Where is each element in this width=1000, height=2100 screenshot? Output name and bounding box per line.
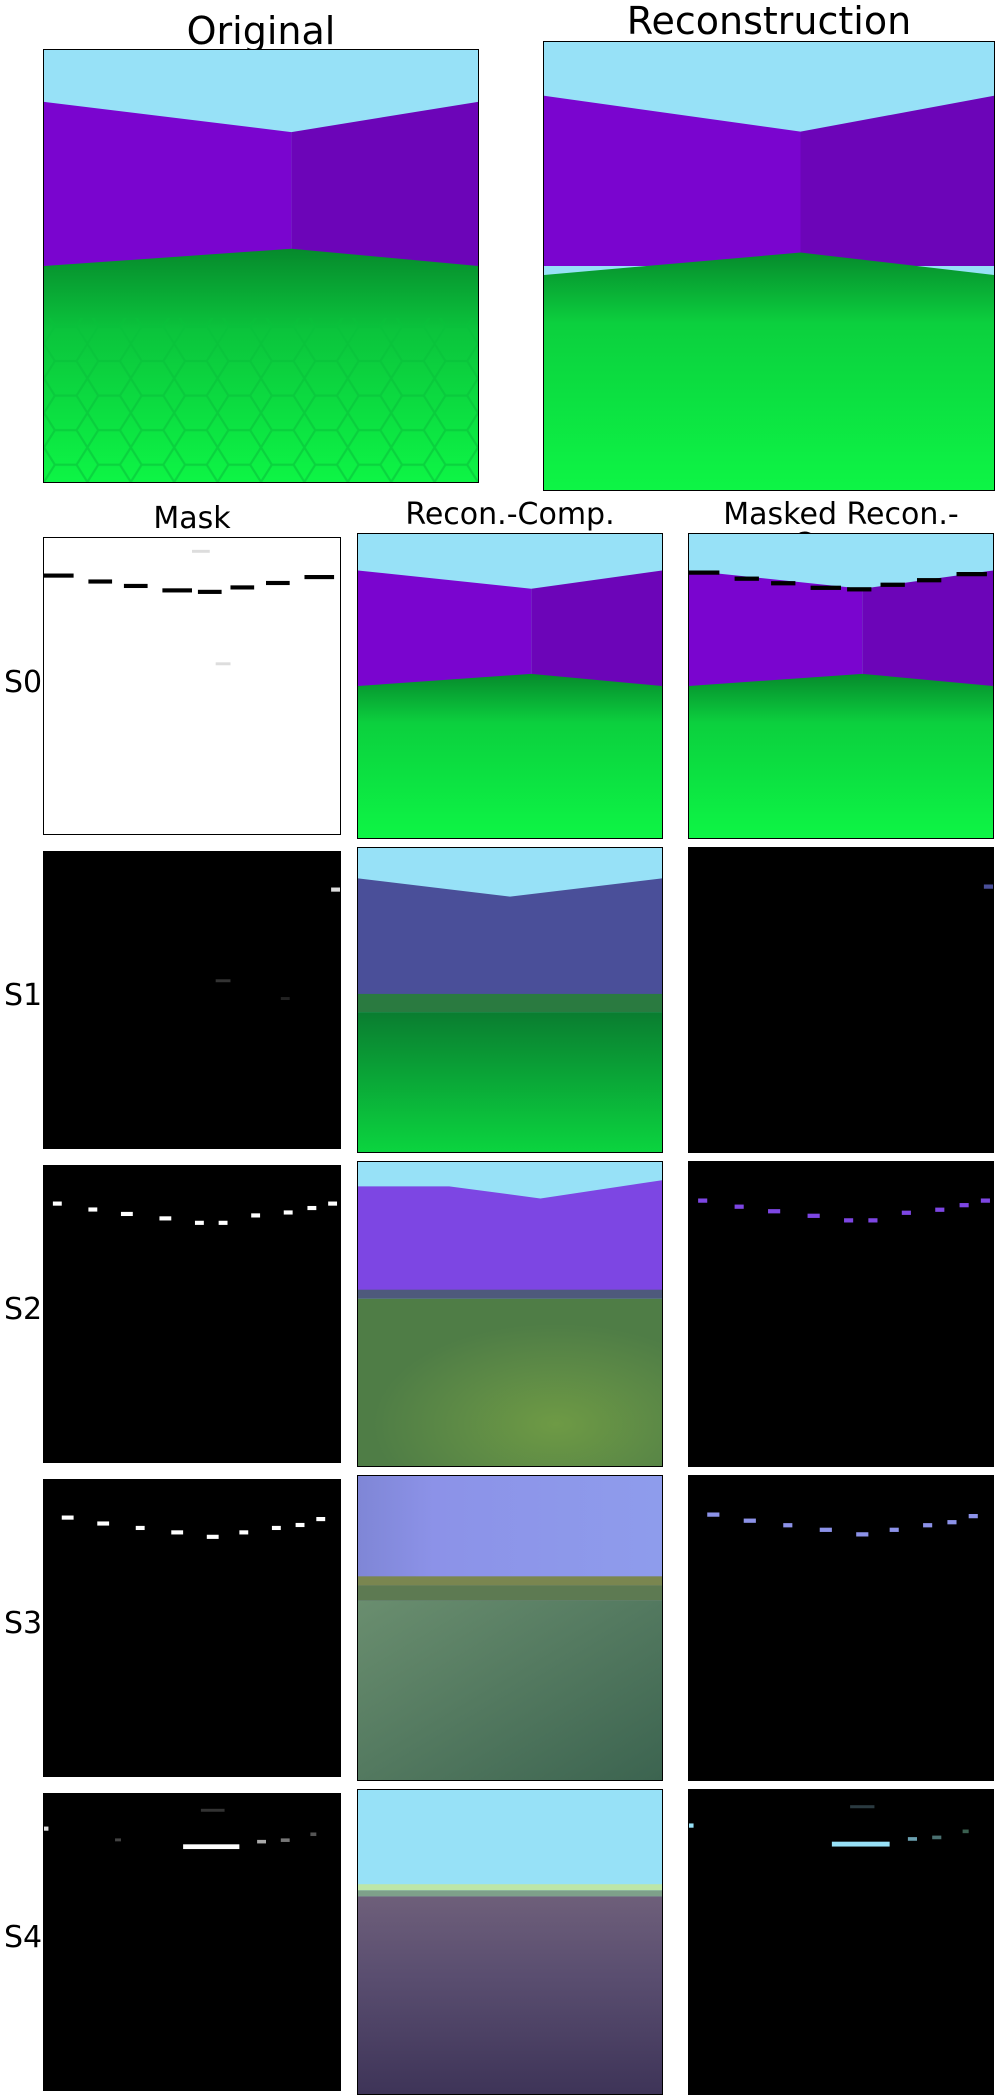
s4-recon-comp: [357, 1789, 663, 2095]
mask-column-title: Mask: [153, 501, 231, 536]
reconstruction-image: [543, 41, 995, 491]
s3-recon-comp: [357, 1475, 663, 1781]
row-label-s4: S4: [4, 1920, 43, 1955]
s2-mask: [43, 1165, 341, 1463]
row-label-s2: S2: [4, 1292, 43, 1327]
s4-masked-recon-comp: [688, 1789, 994, 2095]
s0-masked-recon-comp: [688, 533, 994, 839]
row-label-s0: S0: [4, 665, 43, 700]
row-label-s3: S3: [4, 1606, 43, 1641]
recon-comp-column-title: Recon.-Comp.: [405, 497, 615, 532]
original-title: Original: [186, 9, 336, 53]
s2-recon-comp: [357, 1161, 663, 1467]
s1-masked-recon-comp: [688, 847, 994, 1153]
s4-mask: [43, 1793, 341, 2091]
s3-masked-recon-comp: [688, 1475, 994, 1781]
s0-recon-comp: [357, 533, 663, 839]
s3-mask: [43, 1479, 341, 1777]
s1-mask: [43, 851, 341, 1149]
reconstruction-title: Reconstruction: [626, 0, 912, 43]
s0-mask: [43, 537, 341, 835]
s1-recon-comp: [357, 847, 663, 1153]
s2-masked-recon-comp: [688, 1161, 994, 1467]
row-label-s1: S1: [4, 978, 43, 1013]
original-image: [43, 49, 479, 483]
